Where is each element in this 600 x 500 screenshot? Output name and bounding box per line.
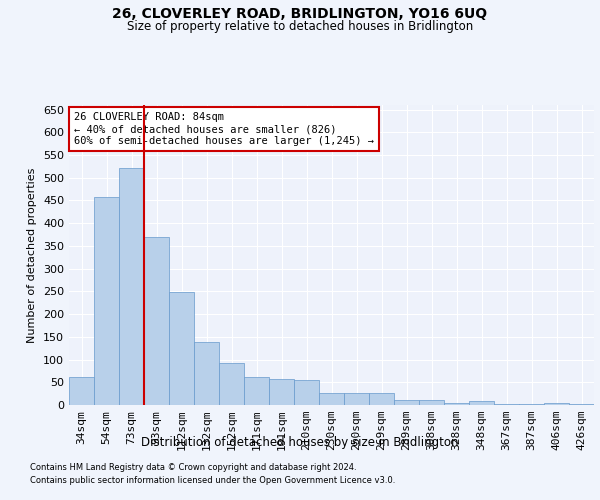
Bar (69, 377, 94, 405)
Bar (544, 402, 569, 405)
Text: Contains public sector information licensed under the Open Government Licence v3: Contains public sector information licen… (30, 476, 395, 485)
Bar (144, 237, 169, 405)
Bar (369, 393, 394, 405)
Text: Contains HM Land Registry data © Crown copyright and database right 2024.: Contains HM Land Registry data © Crown c… (30, 464, 356, 472)
Bar (344, 393, 369, 405)
Bar (569, 404, 594, 405)
Text: 26, CLOVERLEY ROAD, BRIDLINGTON, YO16 6UQ: 26, CLOVERLEY ROAD, BRIDLINGTON, YO16 6U… (112, 8, 488, 22)
Bar (219, 362, 244, 405)
Bar (169, 292, 194, 405)
Bar (244, 378, 269, 405)
Bar (94, 198, 119, 405)
Text: Size of property relative to detached houses in Bridlington: Size of property relative to detached ho… (127, 20, 473, 33)
Bar (394, 400, 419, 405)
Bar (494, 404, 519, 405)
Bar (119, 168, 144, 405)
Bar (519, 404, 544, 405)
Bar (419, 400, 444, 405)
Y-axis label: Number of detached properties: Number of detached properties (28, 168, 37, 342)
Bar (444, 402, 469, 405)
Text: Distribution of detached houses by size in Bridlington: Distribution of detached houses by size … (141, 436, 459, 449)
Text: 26 CLOVERLEY ROAD: 84sqm
← 40% of detached houses are smaller (826)
60% of semi-: 26 CLOVERLEY ROAD: 84sqm ← 40% of detach… (74, 112, 374, 146)
Bar (319, 393, 344, 405)
Bar (269, 379, 294, 405)
Bar (294, 380, 319, 405)
Bar (469, 402, 494, 405)
Bar (194, 342, 219, 405)
